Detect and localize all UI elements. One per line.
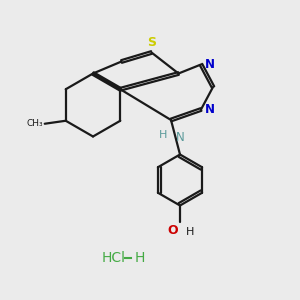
Text: S: S [147, 36, 156, 49]
Text: HCl: HCl [102, 251, 126, 265]
Text: N: N [205, 103, 214, 116]
Text: CH₃: CH₃ [27, 119, 43, 128]
Text: H: H [134, 251, 145, 265]
Text: N: N [176, 131, 185, 144]
Text: N: N [205, 58, 214, 71]
Text: H: H [186, 227, 194, 237]
Text: O: O [168, 224, 178, 236]
Text: H: H [159, 130, 167, 140]
